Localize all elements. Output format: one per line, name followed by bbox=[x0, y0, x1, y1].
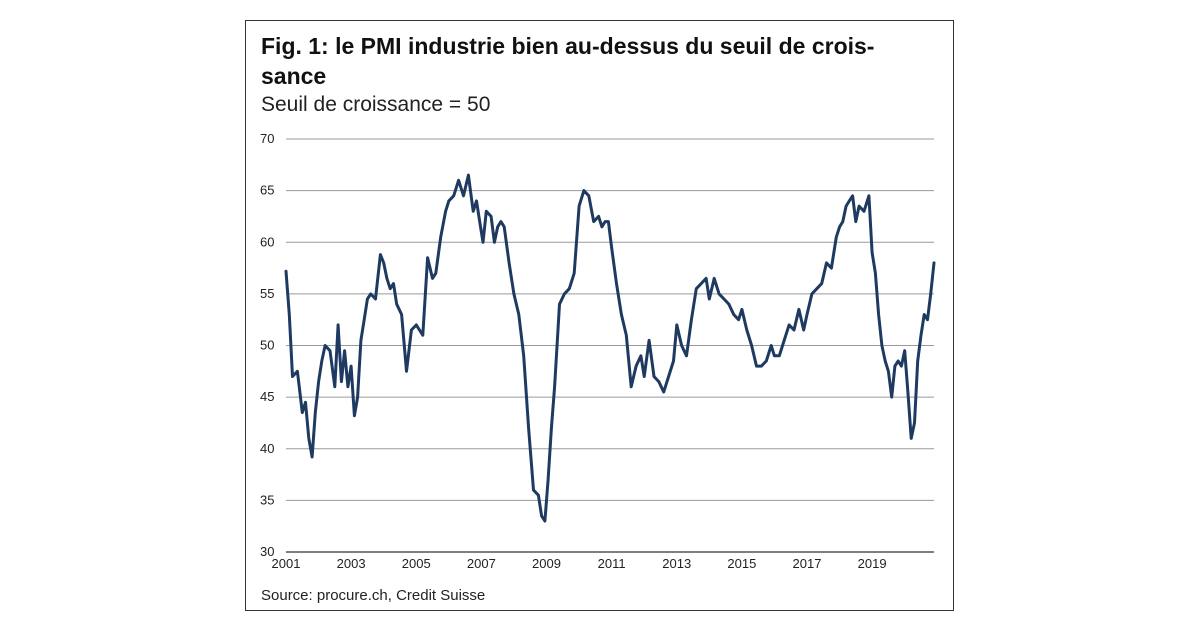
chart-title-line-2: sance bbox=[261, 63, 327, 89]
y-tick-label-70: 70 bbox=[260, 131, 274, 146]
y-tick-label-50: 50 bbox=[260, 338, 274, 353]
grid-lines bbox=[286, 138, 934, 501]
y-tick-labels: 30 35 40 45 50 55 60 65 70 bbox=[260, 131, 274, 559]
y-tick-label-55: 55 bbox=[260, 286, 274, 301]
x-tick-label-2009: 2009 bbox=[532, 556, 561, 571]
x-tick-label-2015: 2015 bbox=[727, 556, 756, 571]
y-tick-label-60: 60 bbox=[260, 234, 274, 249]
x-tick-label-2013: 2013 bbox=[662, 556, 691, 571]
x-tick-labels: 2001 2003 2005 2007 2009 2011 2013 2015 2017 2019 bbox=[272, 556, 887, 571]
x-tick-label-2005: 2005 bbox=[402, 556, 431, 571]
x-tick-label-2007: 2007 bbox=[467, 556, 496, 571]
y-tick-label-30: 30 bbox=[260, 544, 274, 559]
chart-subtitle: Seuil de croissance = 50 bbox=[261, 93, 491, 116]
y-tick-label-45: 45 bbox=[260, 389, 274, 404]
chart-title-line-1: Fig. 1: le PMI industrie bien au-dessus … bbox=[261, 33, 875, 59]
series bbox=[284, 173, 936, 523]
x-tick-label-2001: 2001 bbox=[272, 556, 301, 571]
x-tick-label-2011: 2011 bbox=[598, 556, 626, 571]
chart-figure: Fig. 1: le PMI industrie bien au-dessus … bbox=[245, 20, 954, 611]
series-line-0 bbox=[284, 173, 936, 523]
chart-title: Fig. 1: le PMI industrie bien au-dessus … bbox=[261, 31, 941, 91]
y-tick-label-65: 65 bbox=[260, 183, 274, 198]
chart-source: Source: procure.ch, Credit Suisse bbox=[261, 587, 486, 604]
x-tick-label-2003: 2003 bbox=[337, 556, 366, 571]
x-tick-label-2019: 2019 bbox=[858, 556, 887, 571]
x-tick-label-2017: 2017 bbox=[793, 556, 822, 571]
y-tick-label-35: 35 bbox=[260, 492, 274, 507]
y-tick-label-40: 40 bbox=[260, 441, 274, 456]
